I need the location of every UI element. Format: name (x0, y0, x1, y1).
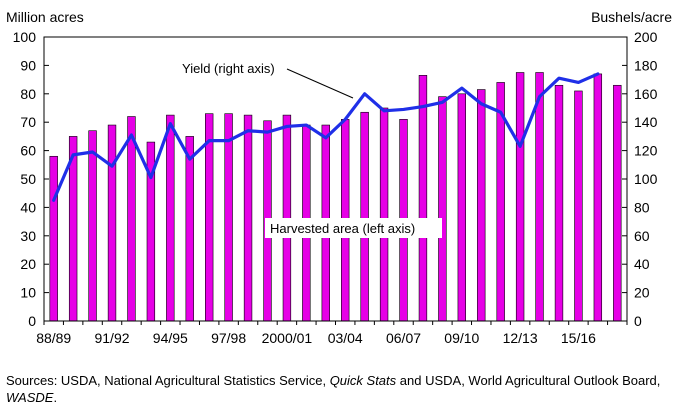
harvested-area-bar (554, 84, 564, 322)
left-tick-label: 50 (20, 171, 36, 187)
left-tick-label: 40 (20, 199, 36, 215)
right-tick-label: 160 (634, 86, 658, 102)
source-quick-stats: Quick Stats (329, 373, 397, 388)
right-tick-label: 0 (634, 313, 642, 329)
harvested-area-bar (574, 90, 583, 322)
left-tick-label: 60 (20, 143, 36, 159)
x-tick-label: 12/13 (503, 330, 538, 346)
x-tick-label: 06/07 (386, 330, 421, 346)
source-middle: and USDA, World Agricultural Outlook Boa… (396, 373, 661, 388)
left-tick-label: 90 (20, 57, 36, 73)
left-tick-label: 20 (20, 256, 36, 272)
harvested-area-bar (515, 72, 525, 322)
left-tick-label: 10 (20, 285, 36, 301)
left-tick-label: 100 (13, 29, 37, 45)
harvested-area-bar (166, 114, 175, 322)
harvested-area-bar (49, 155, 58, 322)
left-axis-title: Million acres (6, 9, 84, 25)
harvested-area-bar (379, 107, 389, 322)
harvested-area-bar (107, 124, 117, 322)
harvested-area-bar (127, 116, 136, 322)
axes: 0 10 20 30 40 50 60 70 80 90 100 0 20 40 60 80 100 120 140… (13, 29, 658, 346)
right-tick-label: 100 (634, 171, 658, 187)
left-tick-label: 80 (20, 86, 36, 102)
x-tick-label: 03/04 (328, 330, 363, 346)
yield-annotation-leader (286, 68, 354, 99)
combo-chart: 0 10 20 30 40 50 60 70 80 90 100 0 20 40 60 80 100 120 140… (6, 9, 672, 346)
left-tick-label: 30 (20, 228, 36, 244)
x-tick-label: 88/89 (36, 330, 71, 346)
right-tick-label: 200 (634, 29, 658, 45)
x-tick-label: 2000/01 (262, 330, 313, 346)
harvested-area-bar (535, 72, 544, 322)
x-tick-label: 94/95 (153, 330, 188, 346)
x-tick-label: 91/92 (94, 330, 129, 346)
x-tick-label: 15/16 (561, 330, 596, 346)
left-tick-label: 70 (20, 114, 36, 130)
right-tick-label: 40 (634, 256, 650, 272)
left-tick-label: 0 (28, 313, 36, 329)
yield-line-series (52, 72, 600, 202)
harvested-area-bar (613, 84, 622, 322)
x-tick-label: 97/98 (211, 330, 246, 346)
right-tick-label: 180 (634, 57, 658, 73)
right-tick-label: 140 (634, 114, 658, 130)
harvested-area-bar (185, 136, 194, 322)
harvested-area-bar (224, 113, 233, 322)
right-tick-label: 60 (634, 228, 650, 244)
harvested-area-bar (438, 96, 447, 322)
harvested-area-bar (360, 111, 369, 322)
harvested-annotation-bg (265, 218, 442, 238)
harvested-area-bar (477, 89, 486, 322)
source-note: Sources: USDA, National Agricultural Sta… (6, 372, 674, 406)
x-tick-label: 09/10 (444, 330, 479, 346)
harvested-area-bar (243, 114, 253, 322)
right-axis-title: Bushels/acre (591, 9, 672, 25)
harvested-area-bar (418, 75, 428, 322)
harvested-area-bar (88, 130, 97, 322)
source-suffix: . (53, 390, 58, 405)
harvested-area-bar (593, 73, 603, 322)
yield-annotation: Yield (right axis) (182, 61, 275, 76)
harvested-annotation: Harvested area (left axis) (270, 221, 415, 236)
right-tick-label: 80 (634, 199, 650, 215)
source-wasde: WASDE (6, 390, 54, 405)
right-tick-label: 120 (634, 143, 658, 159)
harvested-area-bar (457, 93, 466, 322)
source-prefix: Sources: USDA, National Agricultural Sta… (6, 373, 330, 388)
right-tick-label: 20 (634, 285, 650, 301)
